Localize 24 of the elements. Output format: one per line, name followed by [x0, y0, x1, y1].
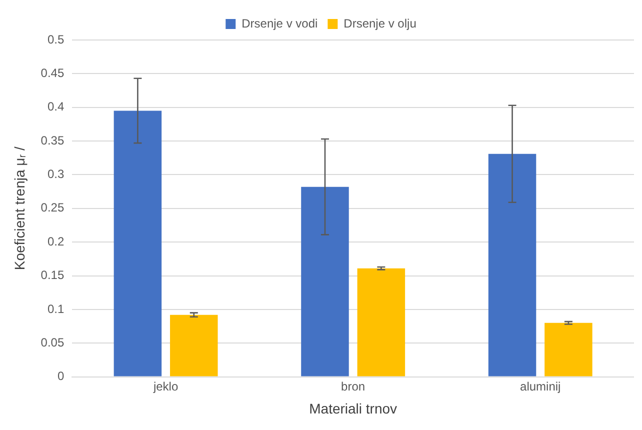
- x-tick-label: aluminij: [520, 379, 561, 394]
- y-tick-label: 0.25: [40, 200, 64, 215]
- y-tick-label: 0.05: [40, 335, 64, 350]
- y-axis-title: Koeficient trenja μᵣ /: [11, 146, 28, 270]
- y-tick-label: 0.4: [47, 100, 64, 114]
- bar: [488, 154, 536, 376]
- legend-label: Drsenje v vodi: [242, 16, 318, 30]
- bar: [357, 268, 406, 376]
- bar: [301, 186, 349, 376]
- x-tick-label: jeklo: [152, 379, 178, 394]
- y-tick-label: 0.5: [47, 32, 64, 46]
- bar: [114, 110, 162, 376]
- x-tick-label: bron: [341, 379, 366, 394]
- y-tick-label: 0.15: [40, 268, 64, 282]
- y-tick-label: 0.45: [40, 66, 64, 80]
- y-tick-label: 0.2: [47, 234, 64, 248]
- x-axis-title: Materiali trnov: [309, 400, 398, 416]
- y-tick-label: 0.1: [47, 302, 64, 316]
- legend-label: Drsenje v olju: [344, 16, 416, 30]
- bar: [170, 314, 218, 376]
- y-tick-label: 0.35: [40, 133, 64, 148]
- bar: [544, 322, 592, 376]
- y-tick-label: 0: [57, 369, 64, 384]
- y-tick-label: 0.3: [47, 167, 64, 182]
